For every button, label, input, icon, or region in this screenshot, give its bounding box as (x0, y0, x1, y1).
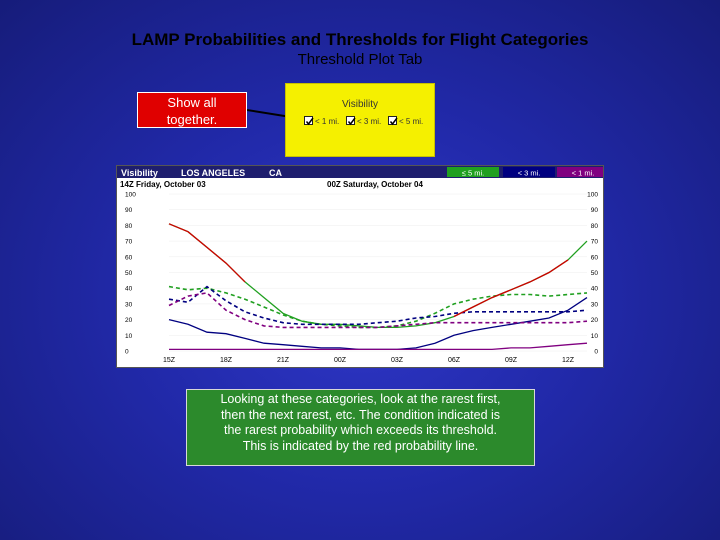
x-tick-label: 15Z (163, 357, 176, 364)
x-tick-label: 06Z (448, 357, 461, 364)
y-tick-label-left: 60 (125, 254, 133, 261)
probability-line-early (168, 223, 246, 283)
checkbox-lt3-label: < 3 mi. (357, 117, 382, 126)
visibility-panel-header: Visibility (342, 99, 378, 110)
y-tick-label-left: 30 (125, 301, 133, 308)
x-tick-label: 21Z (277, 357, 290, 364)
plot-mid-date: 00Z Saturday, October 04 (327, 180, 423, 189)
x-tick-label: 18Z (220, 357, 233, 364)
callout-line-2: together. (166, 112, 218, 127)
checkmark-icon (305, 117, 314, 126)
plot-location-label: LOS ANGELES (181, 168, 245, 178)
threshold-plot: Visibility LOS ANGELES CA ≤ 5 mi. < 3 mi.… (116, 165, 604, 368)
visibility-panel: Visibility < 1 mi. < 3 mi. < 5 mi. (285, 83, 435, 157)
y-tick-label-left: 50 (125, 270, 133, 277)
series-line-lt1-solid (169, 342, 588, 351)
note-line-4: This is indicated by the red probability… (242, 438, 479, 453)
plot-series (168, 223, 588, 351)
y-tick-label-left: 10 (125, 333, 133, 340)
legend-swatch (503, 167, 555, 177)
probability-line-late (453, 259, 569, 318)
checkbox-le5[interactable] (388, 116, 398, 126)
x-tick-label: 12Z (562, 357, 575, 364)
checkbox-lt1[interactable] (304, 116, 314, 126)
y-tick-label-right: 80 (591, 223, 599, 230)
plot-legend: ≤ 5 mi. < 3 mi. < 1 mi. (447, 167, 603, 178)
y-tick-label-left: 80 (125, 223, 133, 230)
legend-label: < 3 mi. (518, 169, 541, 178)
legend-swatch (447, 167, 499, 177)
checkmark-icon (347, 117, 356, 126)
x-tick-label: 03Z (391, 357, 404, 364)
y-tick-label-left: 0 (125, 349, 129, 356)
legend-label: ≤ 5 mi. (462, 169, 484, 178)
y-tick-label-right: 100 (587, 192, 598, 199)
y-tick-label-right: 0 (594, 349, 598, 356)
x-tick-label: 09Z (505, 357, 518, 364)
legend-label: < 1 mi. (572, 169, 595, 178)
note-line-3: the rarest probability which exceeds its… (223, 423, 498, 437)
series-line-lt1-dashed (168, 292, 588, 329)
explanation-note: Looking at these categories, look at the… (186, 389, 535, 466)
series-line-lt3-dashed (168, 285, 588, 326)
checkbox-lt3[interactable] (346, 116, 356, 126)
y-tick-label-left: 20 (125, 317, 133, 324)
plot-start-date: 14Z Friday, October 03 (120, 180, 206, 189)
series-line-le5-dashed (168, 285, 588, 329)
y-tick-label-right: 30 (591, 301, 599, 308)
y-tick-label-right: 40 (591, 286, 599, 293)
note-line-1: Looking at these categories, look at the… (220, 392, 501, 406)
y-tick-label-left: 70 (125, 239, 133, 246)
plot-element-label: Visibility (121, 168, 158, 178)
y-tick-label-left: 90 (125, 207, 133, 214)
note-line-2: then the next rarest, etc. The condition… (220, 407, 501, 422)
y-tick-label-left: 100 (125, 192, 136, 199)
plot-axes: 0 0 10 10 20 20 30 30 40 40 50 50 60 60 70 70 80 80 90 90 10… (125, 192, 598, 365)
callout-box: Show all together. (137, 92, 247, 128)
checkmark-icon (389, 117, 398, 126)
checkbox-le5-label: < 5 mi. (399, 117, 424, 126)
y-tick-label-right: 10 (591, 333, 599, 340)
visibility-options: < 1 mi. < 3 mi. < 5 mi. (304, 116, 424, 130)
slide-title: LAMP Probabilities and Thresholds for Fl… (131, 30, 589, 49)
plot-state-label: CA (269, 168, 282, 178)
callout-line-1: Show all (167, 95, 217, 110)
y-tick-label-right: 70 (591, 239, 599, 246)
threshold-plot-svg: Visibility LOS ANGELES CA ≤ 5 mi. < 3 mi.… (117, 166, 603, 365)
y-tick-label-right: 90 (591, 207, 599, 214)
plot-date-row (117, 178, 603, 189)
y-tick-label-left: 40 (125, 286, 133, 293)
y-tick-label-right: 50 (591, 270, 599, 277)
y-tick-label-right: 60 (591, 254, 599, 261)
checkbox-lt1-label: < 1 mi. (315, 117, 340, 126)
slide-subtitle: Threshold Plot Tab (297, 51, 423, 68)
y-tick-label-right: 20 (591, 317, 599, 324)
legend-swatch (557, 167, 603, 177)
x-tick-label: 00Z (334, 357, 347, 364)
